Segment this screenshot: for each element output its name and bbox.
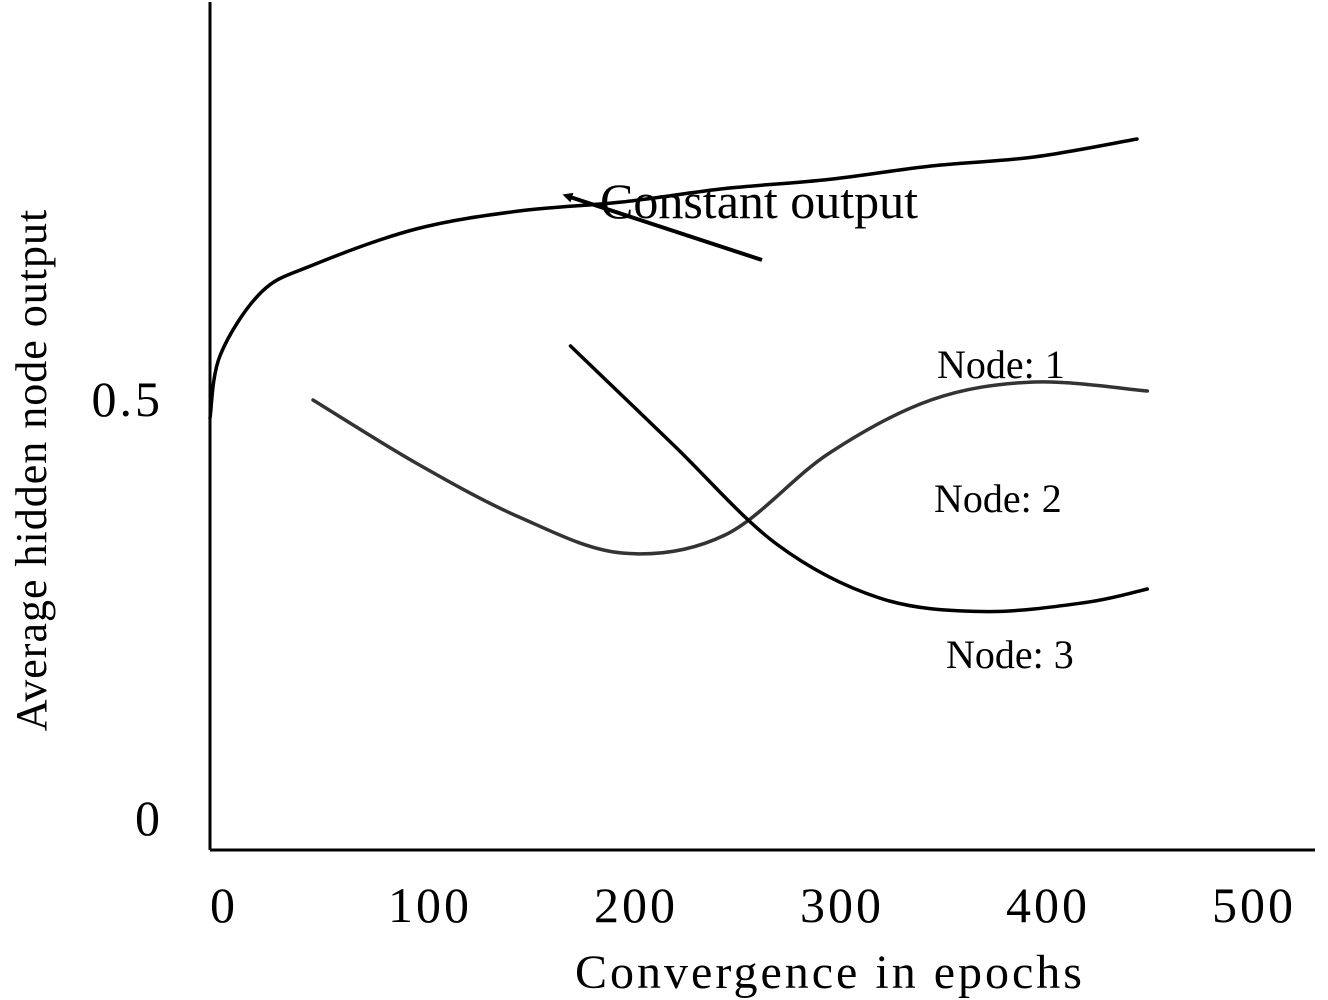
series-label-node-2: Node: 2 — [934, 476, 1062, 521]
plot-area — [208, 137, 1150, 614]
x-tick-label: 400 — [1006, 877, 1090, 933]
annotation-label: Constant output — [600, 173, 918, 229]
y-tick-labels: 00.5 — [92, 371, 164, 846]
x-tick-labels: 0 100 200 300 400 500 — [210, 877, 1296, 933]
x-tick-label: 0 — [210, 877, 238, 933]
annotation-arrow — [562, 192, 763, 262]
x-tick-label: 100 — [388, 877, 472, 933]
y-tick-label: 0.5 — [92, 371, 164, 427]
series-label-node-3: Node: 3 — [946, 632, 1074, 677]
series-line-node-3 — [568, 344, 1150, 614]
x-axis-title: Convergence in epochs — [575, 946, 1085, 999]
y-axis-title: Average hidden node output — [7, 209, 56, 731]
x-tick-label: 500 — [1212, 877, 1296, 933]
series-labels: Node: 1 Node: 2 Node: 3 — [934, 342, 1074, 677]
series-label-node-1: Node: 1 — [937, 342, 1065, 387]
series-line-node-1 — [208, 137, 1139, 420]
x-tick-label: 200 — [594, 877, 678, 933]
series-line-node-2 — [311, 380, 1150, 556]
y-tick-label: 0 — [135, 790, 163, 846]
x-tick-label: 300 — [800, 877, 884, 933]
